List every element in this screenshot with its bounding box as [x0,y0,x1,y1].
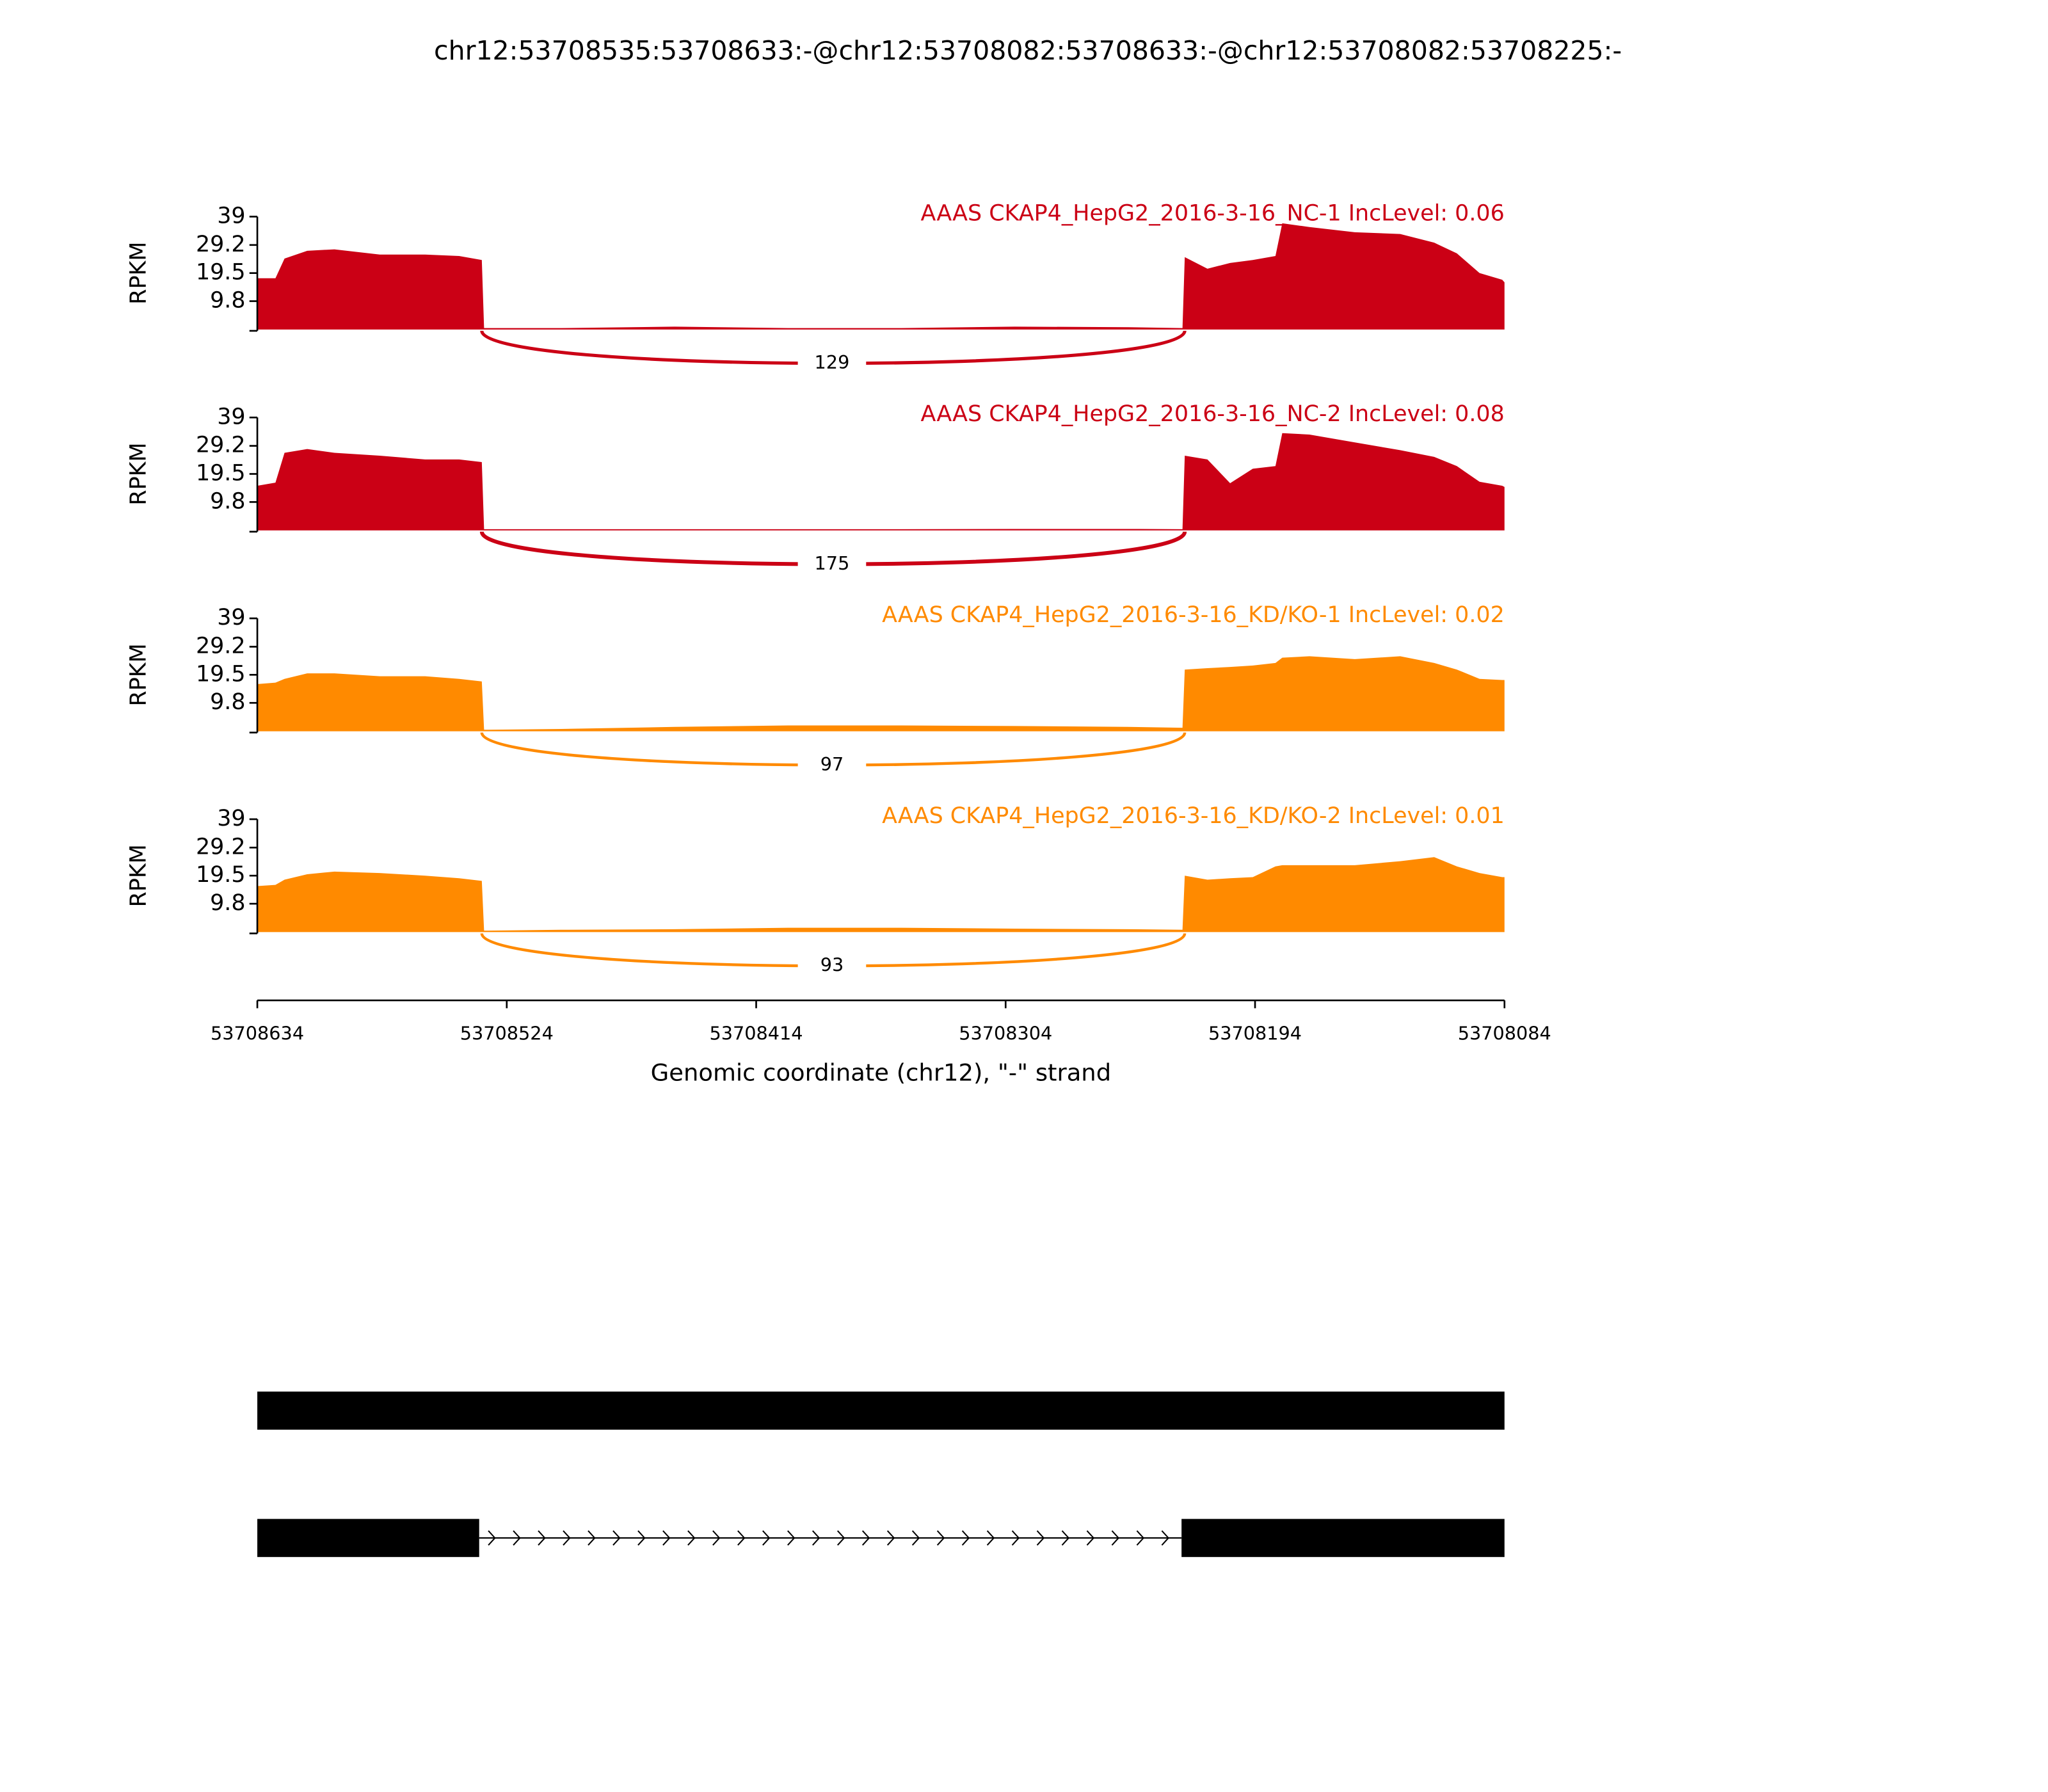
intron-chevron [662,1530,671,1546]
y-tick-label: 19.5 [196,661,246,687]
coverage-area [257,656,1505,732]
intron-chevron [886,1530,895,1546]
transcript-exon [257,1391,1505,1430]
intron-chevron [861,1530,870,1546]
x-tick-label: 53708634 [211,1022,304,1044]
junction-count: 129 [815,351,850,373]
intron-chevron [961,1530,970,1546]
intron-chevron [762,1530,771,1546]
intron-chevron [1011,1530,1020,1546]
intron-chevron [812,1530,820,1546]
intron-chevron [513,1530,521,1546]
track-title: AAAS CKAP4_HepG2_2016-3-16_KD/KO-2 IncLe… [882,803,1505,829]
track-title: AAAS CKAP4_HepG2_2016-3-16_KD/KO-1 IncLe… [882,602,1505,628]
intron-chevron [1136,1530,1145,1546]
x-tick-label: 53708304 [959,1022,1052,1044]
intron-chevron [787,1530,796,1546]
intron-chevron [538,1530,546,1546]
junction-count: 93 [820,954,844,976]
y-tick-label: 29.2 [196,433,246,458]
intron-chevron [986,1530,995,1546]
y-tick-label: 9.8 [210,488,245,514]
y-tick-label: 39 [217,404,245,429]
y-tick-label: 9.8 [210,890,245,916]
y-axis-label: RPKM [125,844,151,907]
intron-chevron [712,1530,721,1546]
y-tick-label: 29.2 [196,232,246,257]
y-tick-label: 39 [217,806,245,831]
junction-count: 97 [820,753,844,775]
coverage-area [257,857,1505,932]
transcript-exon [1181,1519,1505,1557]
junction-label-bg [797,753,867,778]
intron-chevron [836,1530,845,1546]
intron-chevron [563,1530,571,1546]
x-axis-label: Genomic coordinate (chr12), "-" strand [651,1059,1111,1086]
y-tick-label: 29.2 [196,633,246,659]
junction-label-bg [797,351,867,376]
intron-chevron [737,1530,746,1546]
intron-arrows [488,1530,1170,1546]
x-tick-label: 53708524 [460,1022,554,1044]
y-tick-label: 19.5 [196,461,246,486]
x-tick-label: 53708194 [1208,1022,1302,1044]
intron-chevron [1036,1530,1045,1546]
y-tick-label: 39 [217,605,245,630]
y-tick-label: 9.8 [210,288,245,314]
intron-chevron [1161,1530,1170,1546]
y-axis-label: RPKM [125,242,151,305]
junction-label-bg [797,552,867,577]
intron-chevron [687,1530,696,1546]
intron-chevron [1086,1530,1095,1546]
intron-chevron [1061,1530,1070,1546]
y-tick-label: 39 [217,203,245,228]
intron-chevron [612,1530,621,1546]
y-tick-label: 19.5 [196,862,246,888]
intron-chevron [588,1530,596,1546]
y-tick-label: 19.5 [196,260,246,285]
transcript-exon [257,1519,479,1557]
intron-chevron [911,1530,920,1546]
y-axis-label: RPKM [125,643,151,706]
x-tick-label: 53708084 [1458,1022,1551,1044]
coverage-area [257,433,1505,531]
y-tick-label: 9.8 [210,689,245,715]
y-tick-label: 29.2 [196,834,246,860]
junction-label-bg [797,954,867,979]
intron-chevron [488,1530,496,1546]
intron-chevron [936,1530,945,1546]
track-title: AAAS CKAP4_HepG2_2016-3-16_NC-2 IncLevel… [921,401,1505,427]
page-title: chr12:53708535:53708633:-@chr12:53708082… [434,35,1622,66]
x-tick-label: 53708414 [709,1022,803,1044]
intron-chevron [1111,1530,1120,1546]
junction-count: 175 [815,552,850,574]
coverage-area [257,223,1505,330]
track-title: AAAS CKAP4_HepG2_2016-3-16_NC-1 IncLevel… [921,200,1505,226]
intron-chevron [637,1530,646,1546]
y-axis-label: RPKM [125,442,151,505]
